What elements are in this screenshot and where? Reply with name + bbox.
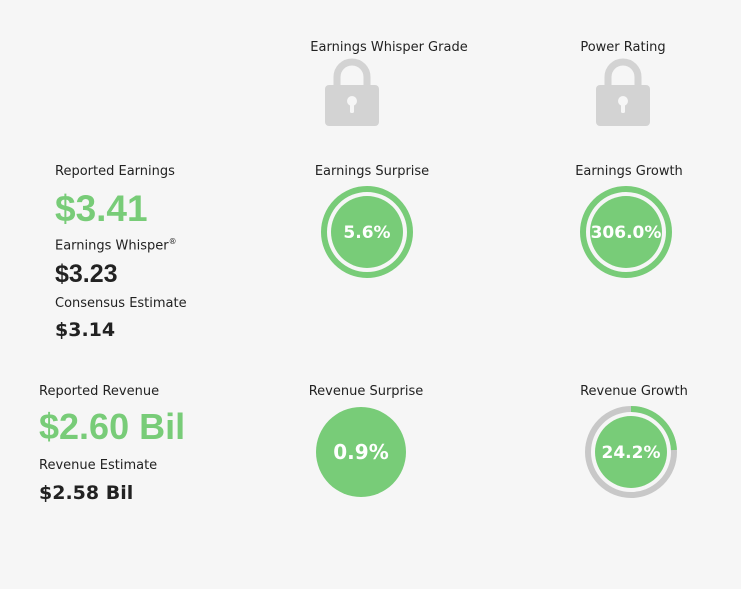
- revenue-surprise-gauge: 0.9%: [316, 407, 406, 497]
- earnings-growth-disc: [590, 196, 662, 268]
- earnings-surprise-value: 5.6%: [343, 223, 390, 243]
- earnings-growth-ring: [580, 186, 672, 278]
- reported-revenue-value: $2.60 Bil: [39, 406, 186, 447]
- consensus-estimate-label: Consensus Estimate: [55, 296, 187, 311]
- earnings-surprise-label: Earnings Surprise: [314, 164, 430, 179]
- earnings-surprise-disc: [331, 196, 403, 268]
- registered-mark: ®: [168, 237, 177, 246]
- earnings-surprise-gauge: 5.6%: [321, 186, 413, 278]
- revenue-growth-gauge: 24.2%: [585, 406, 677, 498]
- revenue-estimate-value: $2.58 Bil: [39, 482, 134, 504]
- revenue-surprise-disc: [316, 407, 406, 497]
- revenue-surprise-label: Revenue Surprise: [308, 384, 424, 399]
- earnings-whisper-grade-label: Earnings Whisper Grade: [310, 40, 468, 55]
- earnings-whisper-label: Earnings Whisper®: [55, 237, 177, 254]
- earnings-whisper-value: $3.23: [55, 260, 118, 288]
- reported-revenue-label: Reported Revenue: [39, 384, 160, 399]
- revenue-growth-disc: [595, 416, 667, 488]
- earnings-growth-value: 306.0%: [591, 223, 662, 243]
- grade-lock-icon: [325, 58, 379, 126]
- power-lock-icon: [596, 58, 650, 126]
- revenue-growth-label: Revenue Growth: [580, 384, 688, 399]
- revenue-surprise-value: 0.9%: [333, 440, 388, 464]
- reported-earnings-label: Reported Earnings: [55, 164, 175, 179]
- revenue-estimate-label: Revenue Estimate: [39, 458, 158, 473]
- reported-earnings-value: $3.41: [55, 188, 148, 229]
- revenue-growth-ring-progress: [585, 406, 677, 498]
- revenue-growth-value: 24.2%: [602, 443, 661, 463]
- earnings-surprise-ring: [321, 186, 413, 278]
- power-rating-label: Power Rating: [580, 40, 666, 55]
- consensus-estimate-value: $3.14: [55, 319, 116, 341]
- earnings-growth-gauge: 306.0%: [580, 186, 672, 278]
- earnings-growth-label: Earnings Growth: [575, 164, 683, 179]
